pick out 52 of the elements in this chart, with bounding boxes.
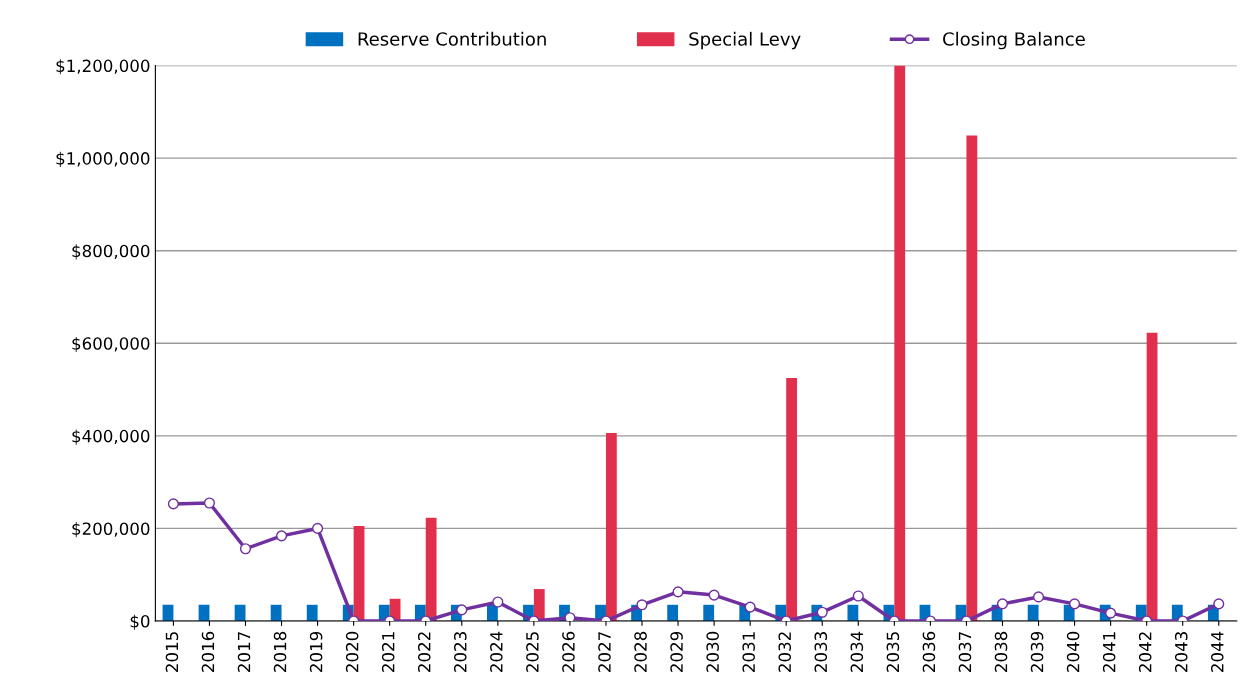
x-tick-label: 2025 xyxy=(526,632,539,672)
x-tick-label: 2026 xyxy=(562,631,575,672)
x-tick-label: 2035 xyxy=(886,632,900,672)
x-tick-label: 2038 xyxy=(994,631,1008,672)
x-tick-label: 2037 xyxy=(958,632,972,672)
x-tick-label: 2042 xyxy=(1138,632,1152,672)
x-tick-label: 2016 xyxy=(201,631,215,672)
x-tick-label: 2030 xyxy=(706,631,719,672)
legend-label: Reserve Contribution xyxy=(358,31,546,46)
x-tick-label: 2015 xyxy=(165,632,179,672)
y-tick-label: $800,000 xyxy=(72,244,150,260)
x-tick-label: 2027 xyxy=(598,632,611,672)
x-tick-label: 2029 xyxy=(670,631,683,672)
y-tick-label: $200,000 xyxy=(72,522,150,538)
bar xyxy=(847,604,859,621)
x-tick-label: 2039 xyxy=(1030,631,1044,672)
x-tick-label: 2032 xyxy=(778,632,792,672)
bar xyxy=(703,604,715,621)
y-tick-label: $0 xyxy=(130,614,150,630)
x-tick-label: 2017 xyxy=(237,632,251,672)
bar xyxy=(667,604,679,621)
x-tick-label: 2033 xyxy=(814,632,828,672)
x-tick-label: 2021 xyxy=(381,632,395,672)
bar xyxy=(306,604,318,621)
y-tick-label: $1,200,000 xyxy=(56,59,150,75)
x-tick-label: 2041 xyxy=(1102,632,1116,672)
x-tick-label: 2022 xyxy=(417,632,431,672)
bar xyxy=(605,433,617,621)
x-tick-label: 2034 xyxy=(850,631,864,672)
x-tick-label: 2023 xyxy=(454,632,467,672)
bar xyxy=(270,604,282,621)
x-tick-label: 2040 xyxy=(1066,631,1080,672)
bar xyxy=(966,135,978,621)
x-tick-label: 2036 xyxy=(922,631,936,672)
x-tick-label: 2018 xyxy=(273,631,287,672)
bar xyxy=(786,377,798,621)
legend-label: Special Levy xyxy=(689,31,801,50)
x-tick-label: 2044 xyxy=(1210,631,1224,672)
legend-label: Closing Balance xyxy=(943,31,1085,50)
x-tick-label: 2031 xyxy=(742,632,755,672)
bar xyxy=(1027,604,1039,621)
bar xyxy=(1146,332,1158,621)
bar xyxy=(894,65,906,621)
y-tick-label: $1,000,000 xyxy=(56,151,150,167)
y-tick-label: $400,000 xyxy=(72,429,150,445)
y-tick-label: $600,000 xyxy=(72,336,150,353)
x-tick-label: 2019 xyxy=(309,631,323,672)
x-tick-label: 2028 xyxy=(634,631,647,672)
x-tick-label: 2020 xyxy=(345,631,359,672)
bar xyxy=(425,517,437,621)
x-tick-label: 2024 xyxy=(490,631,503,672)
x-tick-label: 2043 xyxy=(1174,632,1188,672)
